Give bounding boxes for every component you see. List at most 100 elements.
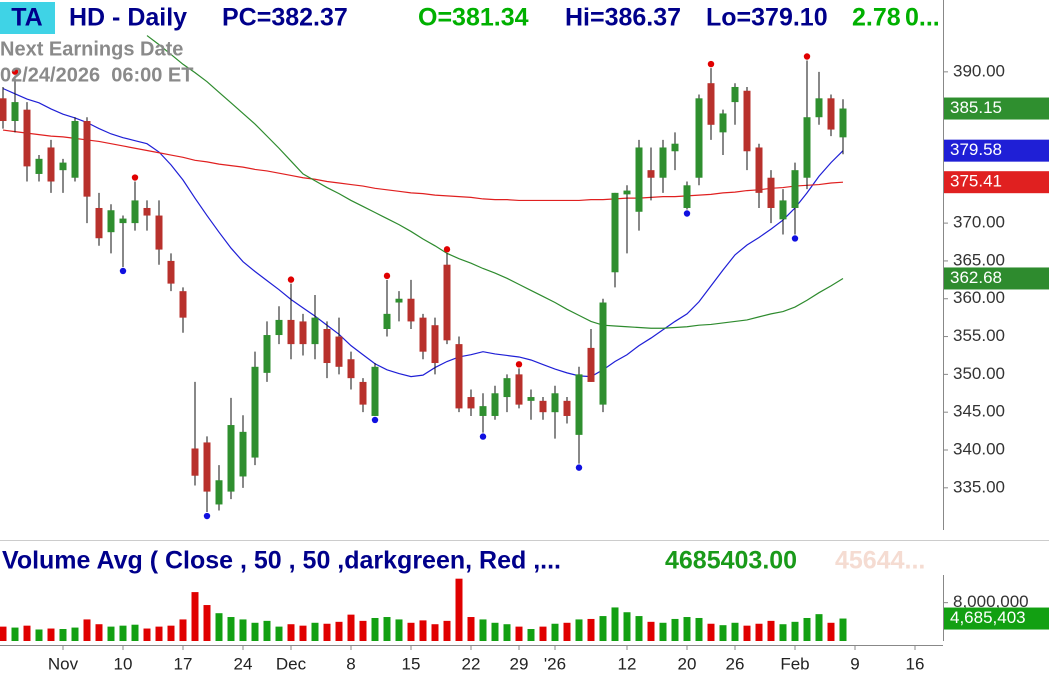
- volume-tick-label: 8,000,000: [953, 592, 1029, 611]
- volume-bar: [815, 614, 823, 641]
- candle-body: [839, 108, 847, 138]
- y-tick-label: 350.00: [953, 364, 1005, 383]
- candle-body: [803, 117, 811, 178]
- candle-body: [527, 397, 535, 401]
- candle-body: [143, 207, 151, 216]
- y-tick-label: 390.00: [953, 61, 1005, 80]
- volume-bar: [587, 618, 595, 641]
- volume-last-label: 4,685,403: [950, 608, 1026, 627]
- y-tick-label: 365.00: [953, 250, 1005, 269]
- candle-body: [719, 113, 727, 133]
- chart-title: HD - Daily: [69, 4, 187, 32]
- candle-body: [359, 381, 367, 405]
- candle-body: [815, 98, 823, 118]
- header-stat: 0...: [905, 4, 940, 32]
- volume-bar: [227, 617, 235, 641]
- volume-stat: 45644...: [835, 547, 925, 575]
- candle-body: [635, 147, 643, 212]
- header-stat: 2.78: [852, 4, 901, 32]
- pivot-low: [119, 267, 127, 275]
- volume-bar: [95, 624, 103, 641]
- candle-body: [47, 147, 55, 182]
- volume-bar: [443, 620, 451, 641]
- volume-bar: [263, 620, 271, 641]
- volume-title: Volume Avg ( Close , 50 , 50 ,darkgreen,…: [2, 547, 561, 575]
- header-stat: PC=382.37: [222, 4, 348, 32]
- ma-last-label: 379.58: [950, 140, 1002, 159]
- volume-bar: [335, 621, 343, 641]
- candle-body: [215, 480, 223, 505]
- candle-body: [647, 170, 655, 178]
- header-stat: Hi=386.37: [565, 4, 681, 32]
- volume-bar: [791, 621, 799, 641]
- last-close-label: 385.15: [950, 98, 1002, 117]
- volume-bar: [659, 622, 667, 641]
- x-tick-label: 17: [174, 654, 193, 673]
- candle-body: [563, 400, 571, 416]
- volume-bar: [743, 625, 751, 641]
- volume-bar: [479, 619, 487, 641]
- volume-bar: [35, 629, 43, 641]
- candle-body: [119, 218, 127, 224]
- candle-body: [791, 170, 799, 208]
- candle-body: [455, 344, 463, 409]
- pivot-high: [443, 246, 451, 253]
- y-tick-label: 345.00: [953, 402, 1005, 421]
- pivot-high: [287, 276, 295, 283]
- volume-bar: [191, 592, 199, 641]
- volume-bar: [155, 626, 163, 641]
- x-tick-label: 16: [906, 654, 925, 673]
- candle-body: [239, 431, 247, 477]
- volume-bar: [671, 618, 679, 641]
- volume-bar: [779, 624, 787, 641]
- x-tick-label: 15: [402, 654, 421, 673]
- candle-body: [347, 359, 355, 379]
- pivot-high: [11, 68, 19, 75]
- x-tick-label: 9: [850, 654, 859, 673]
- candle-body: [383, 313, 391, 329]
- candle-body: [743, 90, 751, 152]
- volume-bar: [683, 617, 691, 641]
- candle-body: [503, 378, 511, 398]
- volume-bar: [383, 617, 391, 641]
- pivot-high: [131, 174, 139, 181]
- volume-bar: [359, 620, 367, 641]
- x-tick-label: 8: [346, 654, 355, 673]
- candle-body: [179, 291, 187, 318]
- ma-last-label: 375.41: [950, 172, 1002, 191]
- price-panel: [0, 35, 847, 520]
- candle-body: [575, 374, 583, 435]
- candle-body: [35, 158, 43, 174]
- candle-body: [203, 442, 211, 492]
- candle-body: [227, 425, 235, 492]
- x-tick-label: 26: [726, 654, 745, 673]
- candle-body: [443, 264, 451, 341]
- ma-last-label: 362.68: [950, 268, 1002, 287]
- candle-body: [263, 335, 271, 373]
- candle-body: [731, 86, 739, 103]
- volume-bar: [635, 616, 643, 641]
- x-tick-label: Feb: [780, 654, 809, 673]
- volume-bar: [719, 625, 727, 641]
- candle-body: [107, 210, 115, 233]
- x-tick-label: 29: [510, 654, 529, 673]
- candle-body: [683, 185, 691, 208]
- last-close-label-bg: [944, 97, 1049, 120]
- volume-bar: [299, 625, 307, 641]
- candle-body: [83, 121, 91, 197]
- pivot-low: [203, 512, 211, 520]
- volume-bar: [395, 619, 403, 641]
- volume-bar: [83, 619, 91, 641]
- candle-body: [539, 400, 547, 413]
- candle-body: [407, 298, 415, 322]
- volume-bar: [47, 628, 55, 641]
- candle-body: [299, 321, 307, 345]
- x-tick-label: 12: [618, 654, 637, 673]
- volume-bar: [839, 618, 847, 641]
- candle-body: [11, 102, 19, 122]
- x-tick-label: '26: [544, 654, 566, 673]
- annotation: Next Earnings Date: [0, 38, 183, 60]
- volume-bar: [11, 627, 19, 641]
- volume-bar: [23, 625, 31, 641]
- header-stat: O=381.34: [418, 4, 529, 32]
